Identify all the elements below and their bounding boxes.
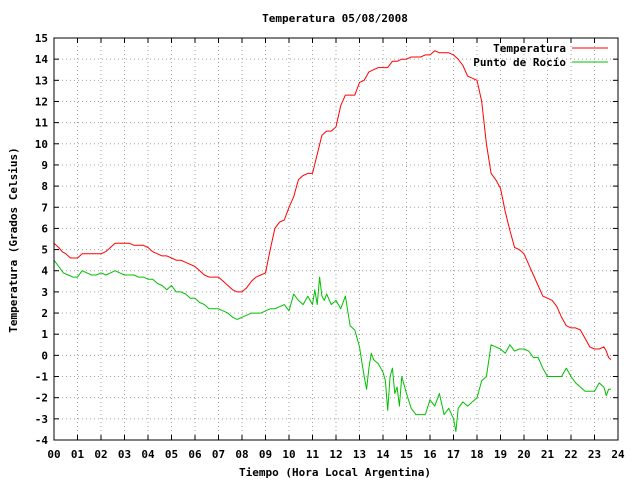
y-tick-label: 1 (41, 328, 48, 341)
y-tick-label: 10 (35, 138, 48, 151)
x-tick-label: 14 (376, 448, 390, 461)
x-axis-label: Tiempo (Hora Local Argentina) (239, 466, 431, 479)
x-tick-label: 10 (282, 448, 295, 461)
tick-labels: 00 01 02 03 04 05 06 07 08 09 10 11 12 13 14 15 16 17 18 19… (35, 32, 625, 461)
x-tick-label: 22 (564, 448, 577, 461)
x-tick-label: 03 (118, 448, 131, 461)
x-tick-label: 13 (353, 448, 366, 461)
series-layer (53, 50, 612, 432)
y-tick-label: -1 (35, 371, 49, 384)
x-tick-label: 18 (470, 448, 483, 461)
x-tick-label: 15 (400, 448, 413, 461)
y-tick-label: -2 (35, 392, 48, 405)
y-tick-label: 15 (35, 32, 48, 45)
y-tick-label: -4 (35, 434, 49, 447)
series-line-punto-de-rocio (53, 259, 611, 432)
x-tick-label: 21 (541, 448, 555, 461)
y-tick-label: 2 (41, 307, 48, 320)
x-tick-label: 23 (588, 448, 601, 461)
legend-label-temperatura: Temperatura (493, 42, 566, 55)
x-tick-label: 06 (188, 448, 202, 461)
series-line-temperatura (53, 50, 612, 360)
y-tick-label: 13 (35, 74, 48, 87)
x-tick-label: 01 (71, 448, 85, 461)
y-tick-label: 5 (41, 244, 48, 257)
x-tick-label: 16 (423, 448, 437, 461)
x-tick-label: 11 (306, 448, 320, 461)
y-tick-label: 3 (41, 286, 48, 299)
y-tick-label: 0 (41, 349, 48, 362)
y-tick-label: 11 (35, 117, 49, 130)
y-tick-label: 7 (41, 201, 48, 214)
y-tick-label: 9 (41, 159, 48, 172)
y-tick-label: 12 (35, 95, 48, 108)
y-tick-label: 8 (41, 180, 48, 193)
x-tick-label: 19 (494, 448, 507, 461)
chart-title: Temperatura 05/08/2008 (262, 12, 408, 25)
legend-label-punto-de-rocio: Punto de Rocío (473, 56, 566, 69)
y-tick-label: 6 (41, 222, 48, 235)
x-tick-label: 05 (165, 448, 178, 461)
y-axis-label: Temperatura (Grados Celsius) (7, 147, 20, 332)
grid (54, 38, 618, 440)
x-tick-label: 17 (447, 448, 460, 461)
x-tick-label: 20 (517, 448, 530, 461)
x-tick-label: 07 (212, 448, 225, 461)
x-tick-label: 24 (611, 448, 625, 461)
y-tick-label: -3 (35, 413, 48, 426)
x-tick-label: 09 (259, 448, 272, 461)
x-tick-label: 08 (235, 448, 248, 461)
y-tick-label: 4 (41, 265, 48, 278)
y-tick-label: 14 (35, 53, 49, 66)
x-tick-label: 04 (141, 448, 155, 461)
x-tick-label: 00 (47, 448, 60, 461)
x-tick-label: 12 (329, 448, 342, 461)
x-tick-label: 02 (94, 448, 107, 461)
